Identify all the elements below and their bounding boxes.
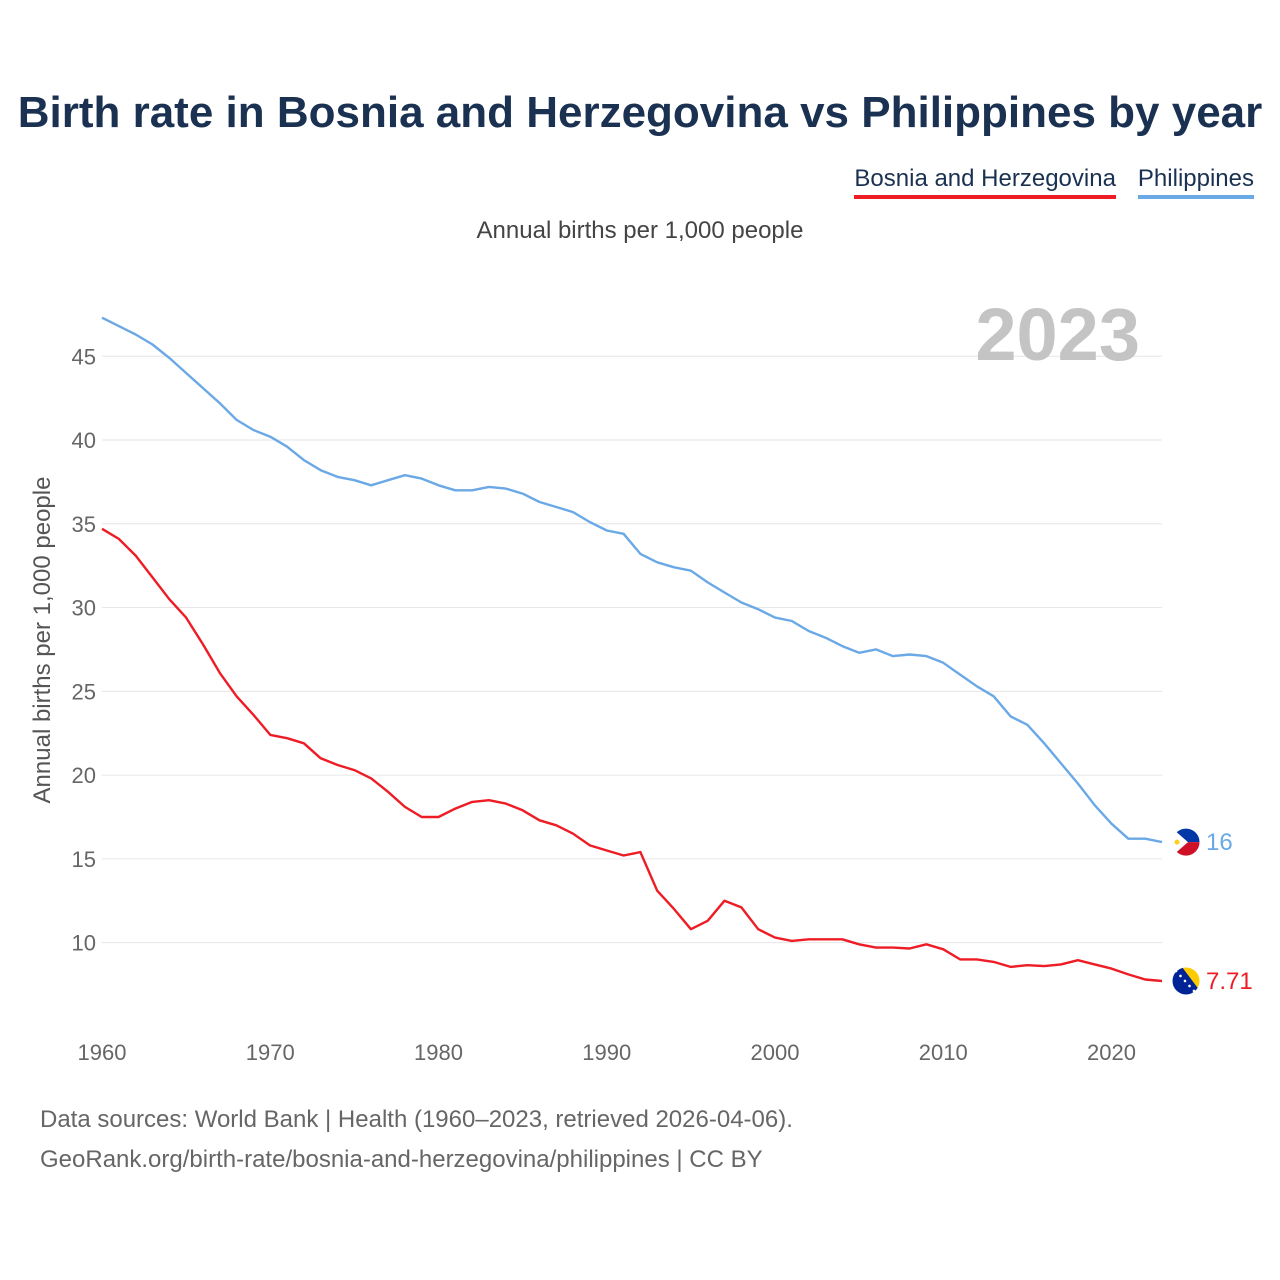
series-line-philippines[interactable]	[101, 316, 1163, 844]
chart-subtitle: Annual births per 1,000 people	[476, 217, 804, 244]
source-text: Data sources: World Bank | Health (1960–…	[40, 1106, 793, 1133]
end-value-label-philippines: 16	[1206, 829, 1233, 856]
chart-title: Birth rate in Bosnia and Herzegovina vs …	[17, 88, 1263, 137]
y-tick-label: 15	[72, 847, 96, 872]
y-tick-label: 10	[72, 931, 96, 956]
flag-icon-philippines	[1171, 827, 1201, 857]
x-tick-label: 1960	[78, 1040, 127, 1065]
y-tick-label: 35	[72, 512, 96, 537]
x-tick-label: 1990	[582, 1040, 631, 1065]
legend: Bosnia and Herzegovina Philippines	[854, 165, 1254, 199]
series-line-bosnia-and-herzegovina[interactable]	[101, 527, 1163, 983]
y-axis-label: Annual births per 1,000 people	[29, 477, 56, 804]
y-tick-label: 45	[72, 344, 96, 369]
end-value-label-bosnia-and-herzegovina: 7.71	[1206, 968, 1253, 995]
x-tick-label: 1970	[246, 1040, 295, 1065]
flag-icon-bosnia-and-herzegovina	[1171, 966, 1201, 996]
y-tick-label: 30	[72, 596, 96, 621]
y-tick-label: 25	[72, 679, 96, 704]
y-tick-label: 20	[72, 763, 96, 788]
x-tick-label: 2020	[1087, 1040, 1136, 1065]
year-watermark: 2023	[975, 293, 1140, 376]
legend-item-bosnia[interactable]: Bosnia and Herzegovina	[854, 165, 1116, 199]
legend-item-philippines[interactable]: Philippines	[1137, 165, 1254, 199]
x-tick-label: 2010	[919, 1040, 968, 1065]
x-tick-label: 2000	[751, 1040, 800, 1065]
y-tick-label: 40	[72, 428, 96, 453]
x-tick-label: 1980	[414, 1040, 463, 1065]
source-url: GeoRank.org/birth-rate/bosnia-and-herzeg…	[40, 1146, 763, 1173]
